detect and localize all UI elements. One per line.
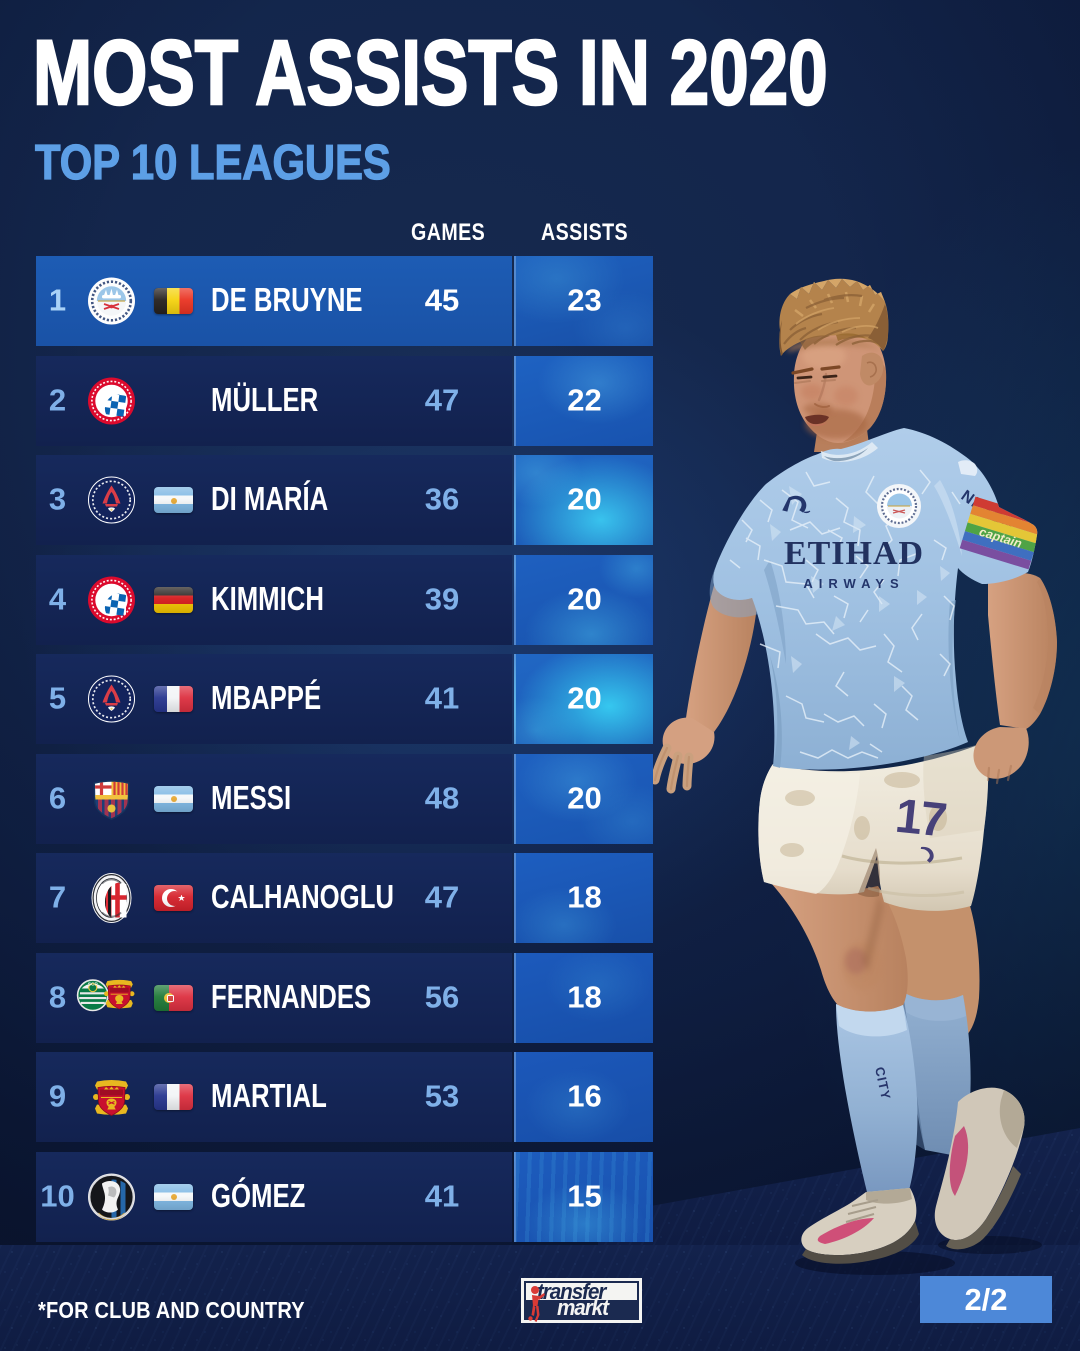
- svg-text:17: 17: [893, 790, 948, 848]
- svg-text:CITY: CITY: [872, 1066, 894, 1102]
- svg-text:SCP: SCP: [88, 981, 99, 987]
- svg-text:ETIHAD: ETIHAD: [784, 535, 924, 572]
- svg-text:AIRWAYS: AIRWAYS: [803, 576, 904, 591]
